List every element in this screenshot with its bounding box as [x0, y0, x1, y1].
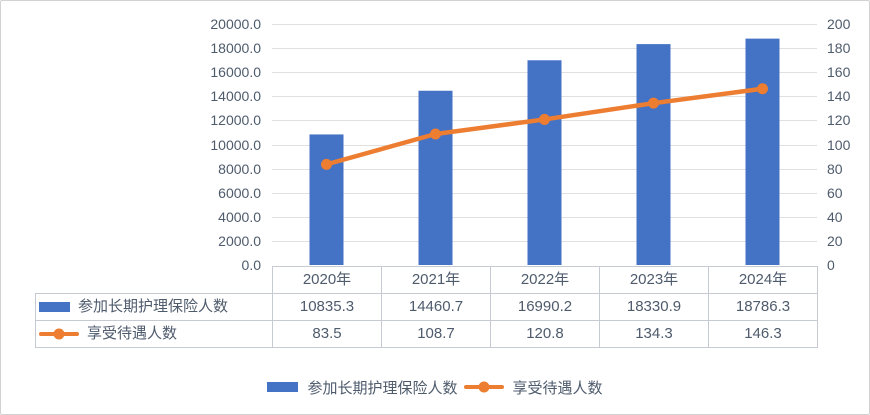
right-axis-tick: 40 — [827, 208, 843, 225]
bar-2021年 — [418, 90, 453, 265]
value-cell: 10835.3 — [272, 292, 382, 322]
right-axis-tick: 160 — [827, 64, 851, 81]
legend-item-line: 享受待遇人数 — [463, 377, 603, 398]
right-axis-tick: 140 — [827, 88, 851, 105]
value-cell: 18330.9 — [599, 292, 709, 322]
category-header-cell: 2020年 — [272, 266, 382, 294]
left-axis-tick: 6000.0 — [218, 184, 261, 201]
category-header-cell: 2023年 — [599, 266, 709, 294]
line-marker-2022年 — [539, 113, 550, 125]
right-axis-tick: 20 — [827, 232, 843, 249]
right-axis-tick: 60 — [827, 184, 843, 201]
category-header-cell: 2021年 — [381, 266, 491, 294]
right-axis-tick: 0 — [827, 257, 835, 273]
table-row: 参加长期护理保险人数 10835.3 14460.7 16990.2 18330.9 18… — [35, 292, 818, 322]
data-table: 2020年 2021年 2022年 2023年 2024年参加长期护理保险人数 10835… — [35, 266, 818, 349]
left-axis-tick: 18000.0 — [210, 40, 261, 57]
value-cell: 120.8 — [490, 320, 600, 349]
line-series-key-icon — [39, 328, 79, 340]
right-axis-tick: 100 — [827, 136, 851, 153]
bar-2024年 — [745, 38, 780, 265]
line-marker-dot-icon — [478, 381, 489, 393]
line-marker-2023年 — [648, 97, 659, 109]
series-name-label: 享受待遇人数 — [87, 325, 178, 343]
category-header-cell: 2022年 — [490, 266, 600, 294]
right-axis-tick: 180 — [827, 40, 851, 57]
series-row-header: 享受待遇人数 — [35, 320, 273, 349]
left-axis-tick: 2000.0 — [218, 232, 261, 249]
left-axis-tick: 20000.0 — [210, 16, 261, 32]
right-axis-tick: 120 — [827, 112, 851, 129]
bar-2023年 — [636, 44, 671, 265]
value-cell: 14460.7 — [381, 292, 491, 322]
value-cell: 16990.2 — [490, 292, 600, 322]
series-row-header: 参加长期护理保险人数 — [35, 292, 273, 322]
value-cell: 146.3 — [708, 320, 818, 349]
line-marker-2020年 — [321, 158, 332, 170]
legend-label: 参加长期护理保险人数 — [307, 379, 458, 397]
left-axis-tick: 16000.0 — [210, 64, 261, 81]
legend-line-key-icon — [463, 381, 504, 393]
right-axis-tick: 80 — [827, 160, 843, 177]
legend-item-bar: 参加长期护理保险人数 — [267, 377, 458, 398]
bar-2020年 — [309, 134, 344, 265]
left-axis-tick: 4000.0 — [218, 208, 261, 225]
left-axis: 0.0 2000.0 4000.0 6000.0 8000.0 10000.0 12000.… — [1, 1, 261, 414]
left-axis-tick: 10000.0 — [210, 136, 261, 153]
value-cell: 108.7 — [381, 320, 491, 349]
legend: 参加长期护理保险人数 享受待遇人数 — [1, 372, 869, 402]
table-corner-cell — [36, 267, 273, 294]
category-header-cell: 2024年 — [708, 266, 818, 294]
value-cell: 83.5 — [272, 320, 382, 349]
line-marker-2024年 — [757, 83, 768, 95]
series-name-label: 参加长期护理保险人数 — [78, 298, 229, 316]
left-axis-tick: 0.0 — [241, 257, 261, 273]
left-axis-tick: 8000.0 — [218, 160, 261, 177]
table-row: 享受待遇人数 83.5 108.7 120.8 134.3 146.3 — [35, 320, 818, 349]
right-axis: 0 20 40 60 80 100 120 140 160 180 200 — [827, 1, 869, 414]
legend-label: 享受待遇人数 — [512, 379, 603, 397]
right-axis-tick: 200 — [827, 16, 851, 32]
left-axis-tick: 12000.0 — [210, 112, 261, 129]
legend-bar-key-icon — [267, 382, 299, 392]
value-cell: 18786.3 — [708, 292, 818, 322]
line-marker-dot-icon — [53, 328, 65, 340]
line-marker-2021年 — [430, 128, 441, 140]
plot-area — [272, 24, 817, 265]
bar-2022年 — [527, 60, 562, 265]
left-axis-tick: 14000.0 — [210, 88, 261, 105]
value-cell: 134.3 — [599, 320, 709, 349]
bar-series-key-icon — [39, 302, 70, 313]
